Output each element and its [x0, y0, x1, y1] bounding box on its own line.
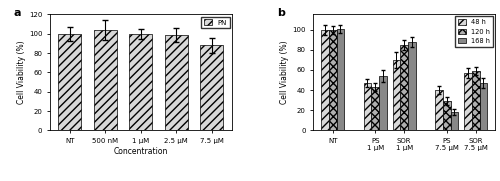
Bar [372, 87, 379, 130]
Bar [392, 60, 400, 130]
Bar [443, 101, 450, 130]
Legend: 48 h, 120 h, 168 h: 48 h, 120 h, 168 h [456, 16, 493, 47]
Bar [435, 90, 443, 130]
Y-axis label: Cell Viability (%): Cell Viability (%) [17, 41, 26, 104]
Bar [58, 34, 82, 130]
Bar [336, 29, 344, 130]
Bar [200, 45, 224, 130]
Bar [400, 45, 408, 130]
Bar [321, 30, 329, 130]
Bar [94, 30, 117, 130]
Text: a: a [14, 8, 21, 18]
Text: b: b [277, 8, 285, 18]
Bar [464, 73, 472, 130]
X-axis label: Concentration: Concentration [114, 147, 168, 156]
Y-axis label: Cell Viability (%): Cell Viability (%) [280, 41, 289, 104]
Bar [329, 30, 336, 130]
Bar [364, 83, 372, 130]
Bar [450, 112, 458, 130]
Bar [408, 42, 416, 130]
Bar [130, 34, 152, 130]
Bar [165, 35, 188, 130]
Bar [472, 71, 480, 130]
Legend: PN: PN [200, 17, 230, 28]
Bar [379, 76, 387, 130]
Bar [480, 83, 488, 130]
